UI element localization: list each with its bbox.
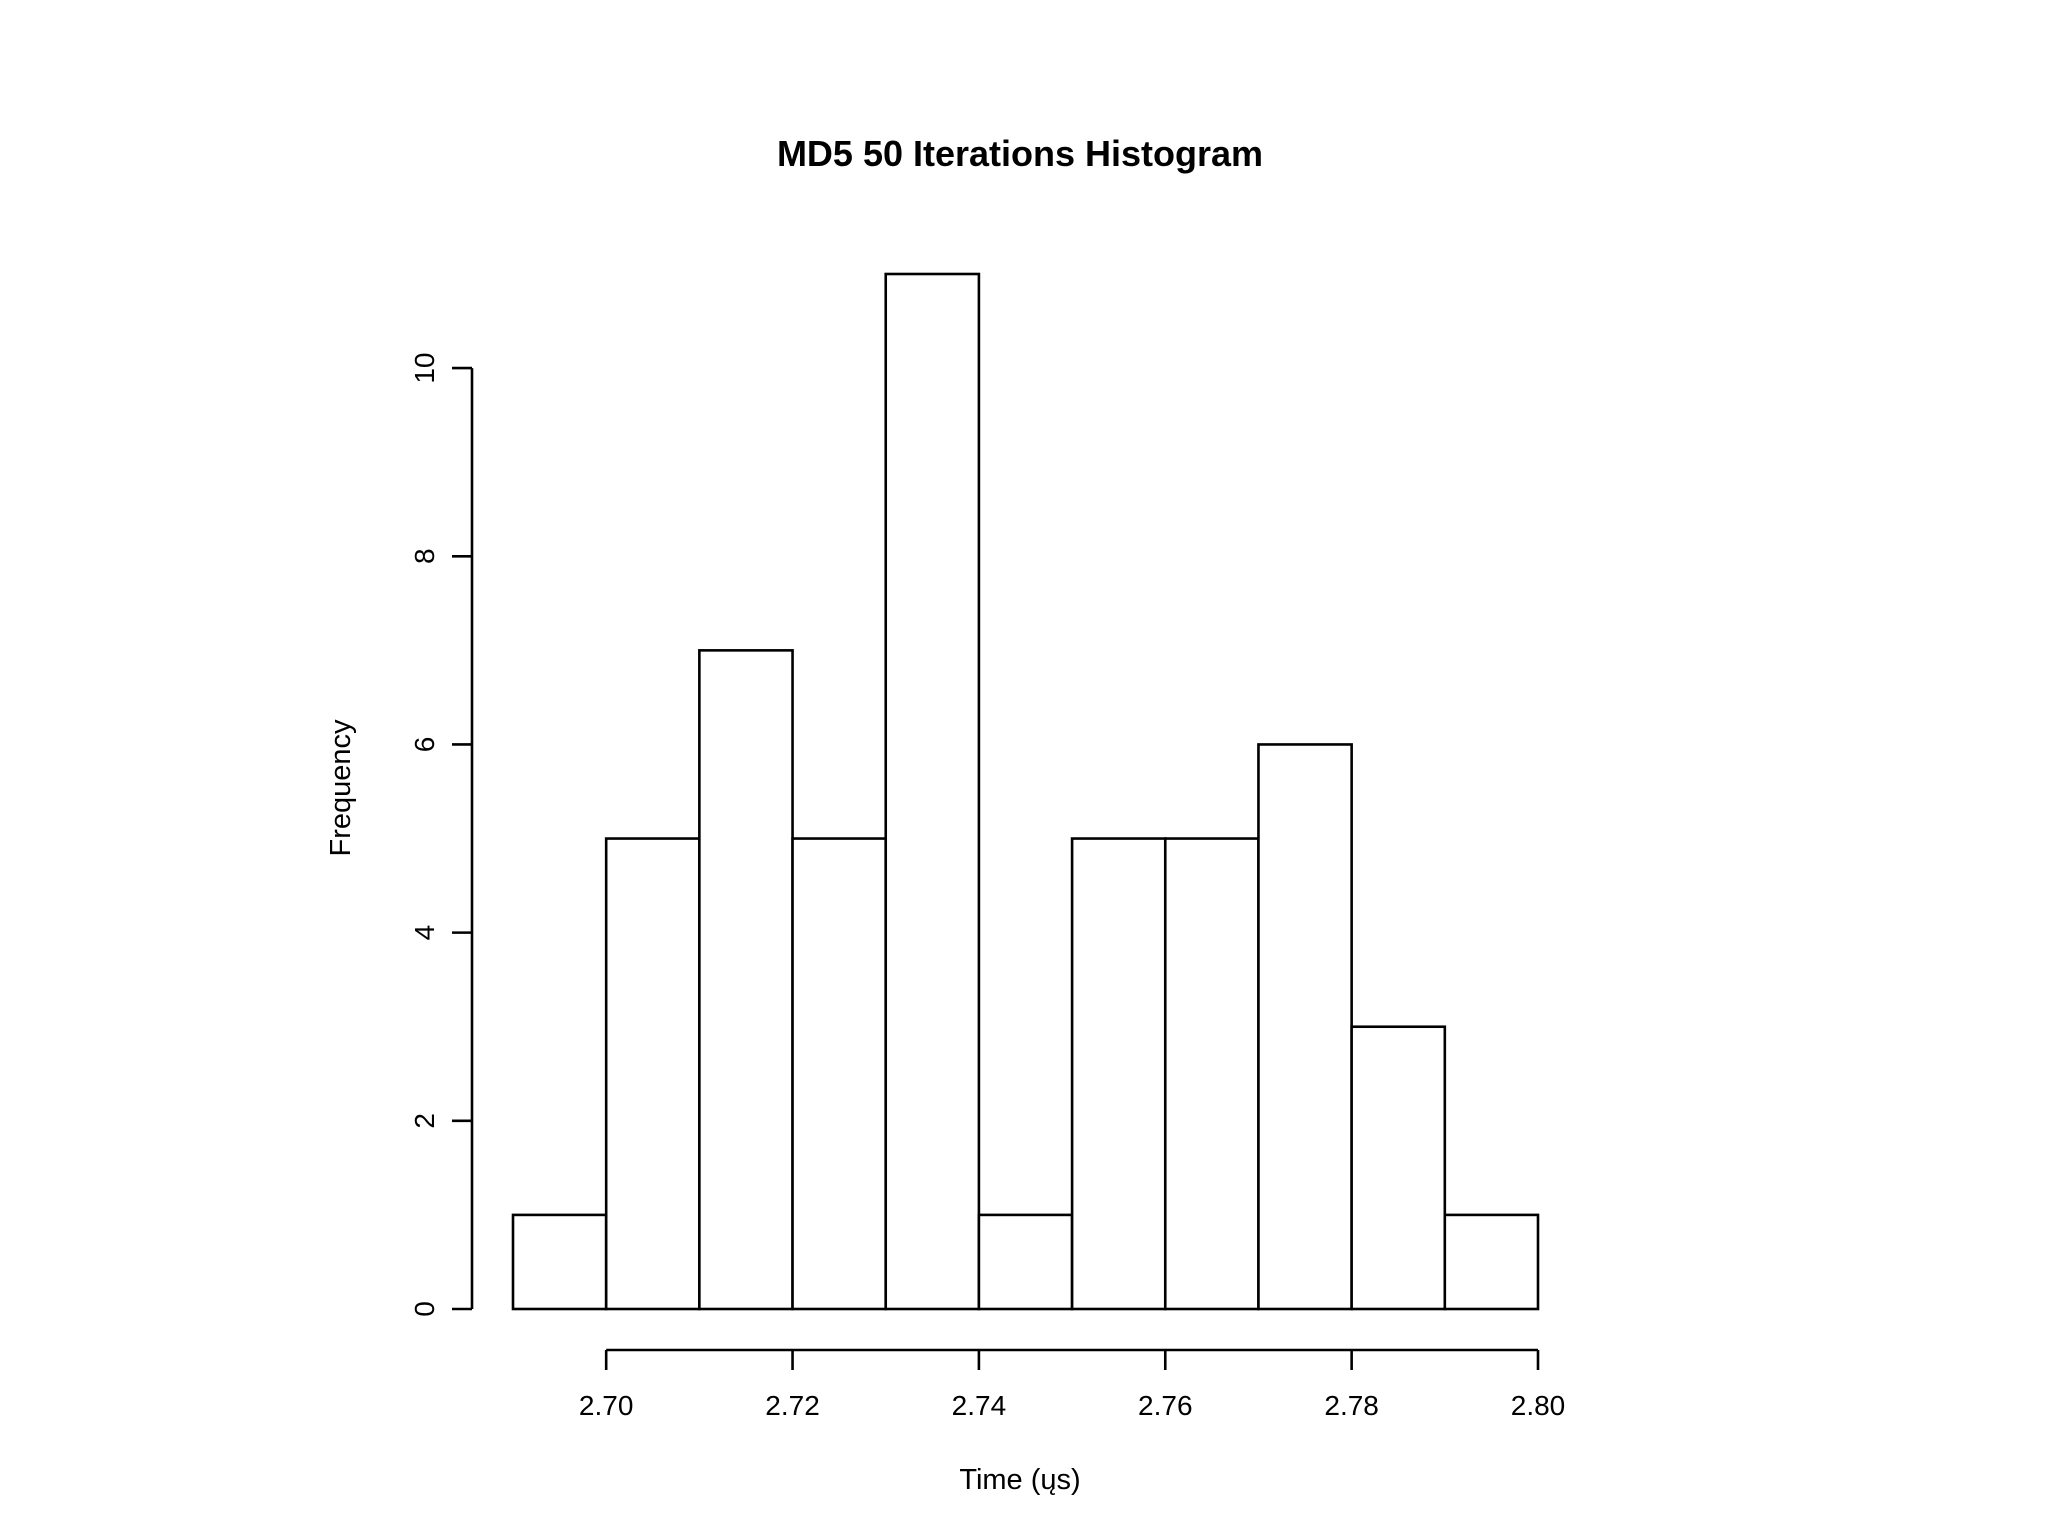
- y-tick-label-2: 4: [409, 925, 440, 941]
- histogram-bars: [511, 272, 1540, 1311]
- chart-title: MD5 50 Iterations Histogram: [777, 133, 1263, 174]
- histogram-bar-3: [791, 837, 888, 1311]
- histogram-bar-7: [1163, 837, 1260, 1311]
- y-axis-label: Frequency: [325, 719, 357, 857]
- histogram-bar-5: [977, 1213, 1074, 1311]
- histogram-bar-9: [1350, 1025, 1447, 1311]
- y-tick-label-0: 0: [409, 1301, 440, 1317]
- histogram-bar-10: [1443, 1213, 1540, 1311]
- x-axis: 2.70 2.72 2.74 2.76 2.78 2.80: [579, 1348, 1566, 1421]
- histogram-bar-1: [604, 837, 701, 1311]
- y-tick-label-5: 10: [409, 353, 440, 384]
- x-tick-label-1: 2.72: [765, 1390, 820, 1421]
- y-axis: 0 2 4 6 8 10: [409, 353, 474, 1317]
- histogram-bar-0: [511, 1213, 608, 1311]
- x-tick-label-5: 2.80: [1511, 1390, 1566, 1421]
- histogram-bar-8: [1257, 743, 1353, 1311]
- y-tick-label-4: 8: [409, 548, 440, 564]
- histogram-bar-2: [698, 649, 794, 1311]
- histogram-bar-6: [1070, 837, 1167, 1311]
- y-tick-label-3: 6: [409, 737, 440, 753]
- y-tick-label-1: 2: [409, 1113, 440, 1129]
- x-tick-label-0: 2.70: [579, 1390, 634, 1421]
- histogram-bar-4: [884, 272, 981, 1311]
- x-tick-label-4: 2.78: [1324, 1390, 1379, 1421]
- x-axis-label: Time (ųs): [959, 1464, 1080, 1496]
- x-tick-label-2: 2.74: [952, 1390, 1007, 1421]
- x-tick-label-3: 2.76: [1138, 1390, 1193, 1421]
